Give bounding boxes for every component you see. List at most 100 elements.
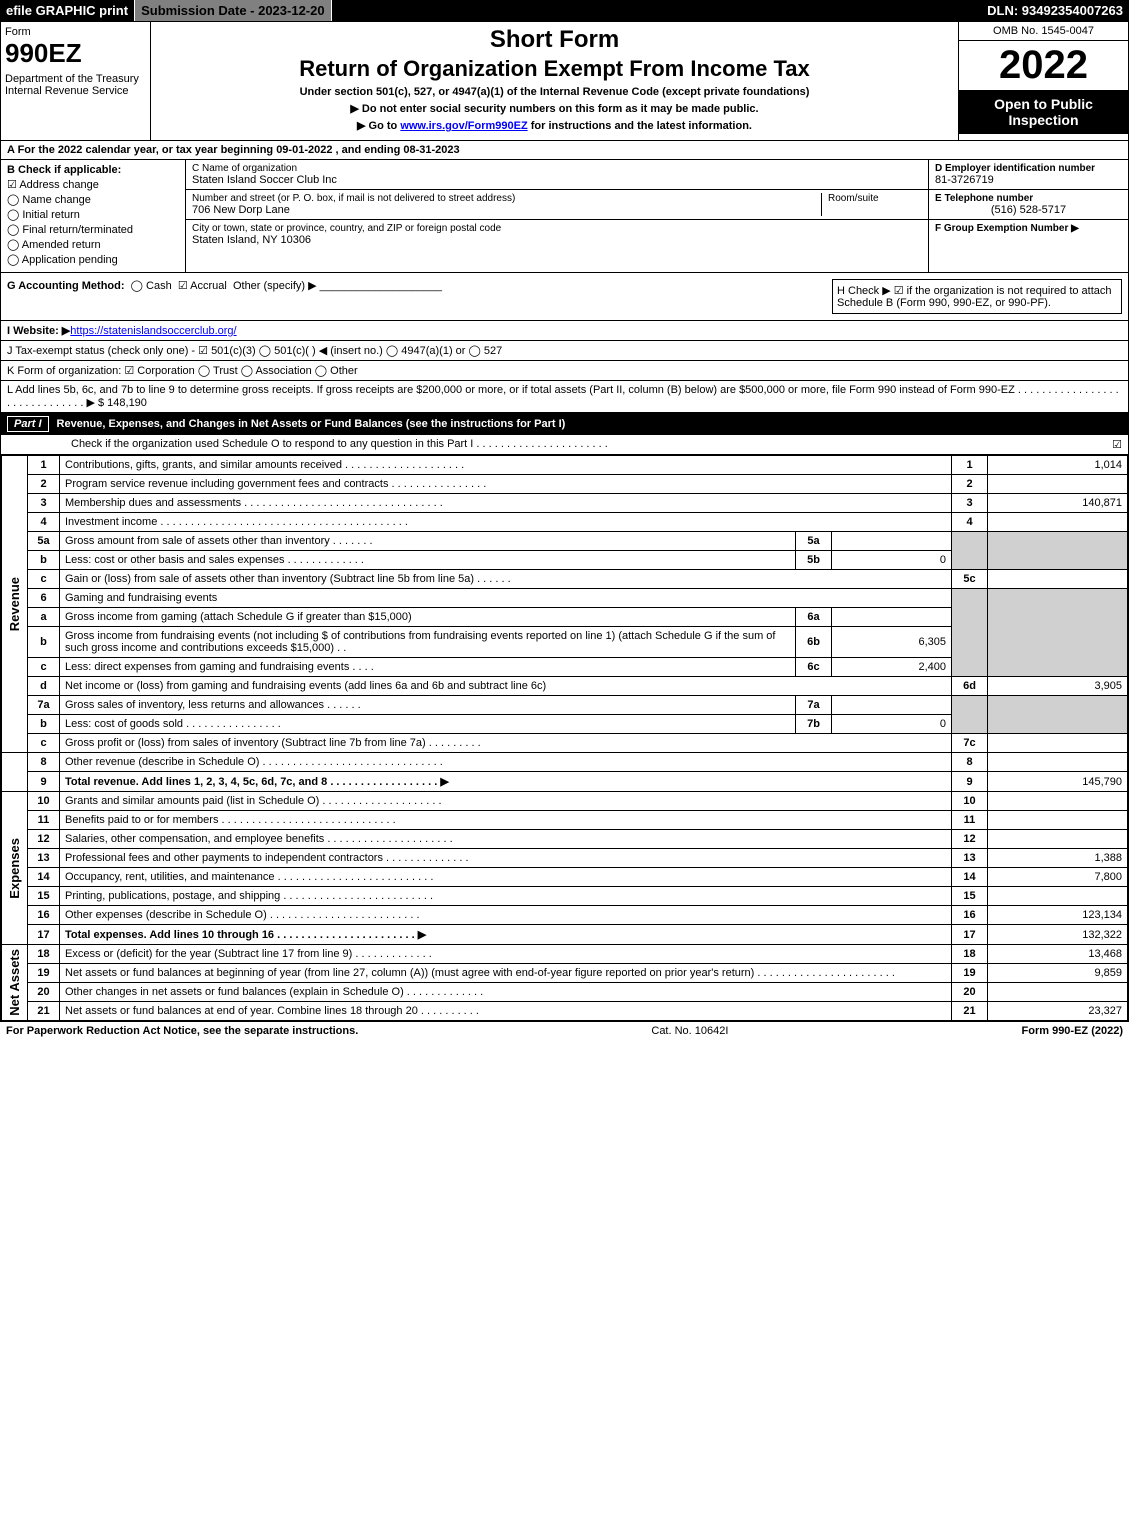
net-assets-side-label: Net Assets <box>2 945 28 1021</box>
line-5c-value <box>988 570 1128 589</box>
top-bar: efile GRAPHIC print Submission Date - 20… <box>0 0 1129 21</box>
catalog-number: Cat. No. 10642I <box>651 1025 728 1037</box>
line-12-value <box>988 830 1128 849</box>
short-form-title: Short Form <box>159 26 950 54</box>
line-7b-desc: Less: cost of goods sold . . . . . . . .… <box>60 715 796 734</box>
line-6d-value: 3,905 <box>988 677 1128 696</box>
line-9-value: 145,790 <box>988 772 1128 792</box>
org-name-cell: C Name of organization Staten Island Soc… <box>186 160 928 190</box>
line-10-desc: Grants and similar amounts paid (list in… <box>60 792 952 811</box>
line-7c-value <box>988 734 1128 753</box>
line-8-value <box>988 753 1128 772</box>
street-cell: Number and street (or P. O. box, if mail… <box>186 190 928 220</box>
accounting-method: G Accounting Method: ◯ Cash ☑ Accrual Ot… <box>7 279 832 314</box>
line-17-value: 132,322 <box>988 925 1128 945</box>
line-12-desc: Salaries, other compensation, and employ… <box>60 830 952 849</box>
line-11-desc: Benefits paid to or for members . . . . … <box>60 811 952 830</box>
line-5a-value <box>832 532 952 551</box>
gross-receipts-value: 148,190 <box>107 397 147 409</box>
line-14-desc: Occupancy, rent, utilities, and maintena… <box>60 868 952 887</box>
line-4-desc: Investment income . . . . . . . . . . . … <box>60 513 952 532</box>
form-version: Form 990-EZ (2022) <box>1022 1025 1123 1037</box>
line-7b-value: 0 <box>832 715 952 734</box>
chk-amended-return[interactable]: ◯ Amended return <box>7 238 179 251</box>
form-container: Form 990EZ Department of the Treasury In… <box>0 21 1129 1022</box>
telephone-cell: E Telephone number (516) 528-5717 <box>929 190 1128 220</box>
form-subtitle: Under section 501(c), 527, or 4947(a)(1)… <box>159 86 950 98</box>
form-header: Form 990EZ Department of the Treasury In… <box>1 22 1128 141</box>
submission-date-button[interactable]: Submission Date - 2023-12-20 <box>135 0 332 21</box>
line-2-desc: Program service revenue including govern… <box>60 475 952 494</box>
telephone-value: (516) 528-5717 <box>935 204 1122 216</box>
part-1-header: Part I Revenue, Expenses, and Changes in… <box>1 413 1128 435</box>
line-4-value <box>988 513 1128 532</box>
city-cell: City or town, state or province, country… <box>186 220 928 249</box>
line-18-value: 13,468 <box>988 945 1128 964</box>
form-word: Form <box>5 26 146 38</box>
line-6c-desc: Less: direct expenses from gaming and fu… <box>60 658 796 677</box>
header-right: OMB No. 1545-0047 2022 Open to Public In… <box>958 22 1128 140</box>
line-17-desc: Total expenses. Add lines 10 through 16 … <box>60 925 952 945</box>
line-6b-value: 6,305 <box>832 627 952 658</box>
dln-label: DLN: 93492354007263 <box>981 0 1129 21</box>
omb-number: OMB No. 1545-0047 <box>959 22 1128 41</box>
line-7a-value <box>832 696 952 715</box>
org-name: Staten Island Soccer Club Inc <box>192 174 922 186</box>
row-i-website: I Website: ▶https://statenislandsoccercl… <box>1 321 1128 341</box>
line-14-value: 7,800 <box>988 868 1128 887</box>
line-5b-value: 0 <box>832 551 952 570</box>
schedule-o-check[interactable]: ☑ <box>1112 438 1122 451</box>
website-link[interactable]: https://statenislandsoccerclub.org/ <box>70 325 236 337</box>
line-3-value: 140,871 <box>988 494 1128 513</box>
line-13-value: 1,388 <box>988 849 1128 868</box>
line-20-desc: Other changes in net assets or fund bala… <box>60 983 952 1002</box>
group-exemption-cell: F Group Exemption Number ▶ <box>929 220 1128 237</box>
department-label: Department of the Treasury Internal Reve… <box>5 73 146 97</box>
line-21-value: 23,327 <box>988 1002 1128 1021</box>
form-number: 990EZ <box>5 38 146 69</box>
line-1-value: 1,014 <box>988 456 1128 475</box>
line-5b-desc: Less: cost or other basis and sales expe… <box>60 551 796 570</box>
chk-final-return[interactable]: ◯ Final return/terminated <box>7 223 179 236</box>
row-k-org-form: K Form of organization: ☑ Corporation ◯ … <box>1 361 1128 381</box>
header-left: Form 990EZ Department of the Treasury In… <box>1 22 151 140</box>
line-3-desc: Membership dues and assessments . . . . … <box>60 494 952 513</box>
paperwork-notice: For Paperwork Reduction Act Notice, see … <box>6 1025 358 1037</box>
row-j-tax-exempt: J Tax-exempt status (check only one) - ☑… <box>1 341 1128 361</box>
line-19-value: 9,859 <box>988 964 1128 983</box>
col-b-header: B Check if applicable: <box>7 164 179 176</box>
line-16-desc: Other expenses (describe in Schedule O) … <box>60 906 952 925</box>
schedule-b-check: H Check ▶ ☑ if the organization is not r… <box>832 279 1122 314</box>
line-6d-desc: Net income or (loss) from gaming and fun… <box>60 677 952 696</box>
line-6-desc: Gaming and fundraising events <box>60 589 952 608</box>
chk-initial-return[interactable]: ◯ Initial return <box>7 208 179 221</box>
chk-name-change[interactable]: ◯ Name change <box>7 193 179 206</box>
line-13-desc: Professional fees and other payments to … <box>60 849 952 868</box>
line-7c-desc: Gross profit or (loss) from sales of inv… <box>60 734 952 753</box>
tax-year: 2022 <box>959 41 1128 90</box>
line-6a-value <box>832 608 952 627</box>
row-g-h: G Accounting Method: ◯ Cash ☑ Accrual Ot… <box>1 273 1128 321</box>
chk-application-pending[interactable]: ◯ Application pending <box>7 253 179 266</box>
line-16-value: 123,134 <box>988 906 1128 925</box>
col-d-e-f: D Employer identification number 81-3726… <box>928 160 1128 272</box>
line-19-desc: Net assets or fund balances at beginning… <box>60 964 952 983</box>
col-b-checkboxes: B Check if applicable: ☑ Address change … <box>1 160 186 272</box>
row-l-gross-receipts: L Add lines 5b, 6c, and 7b to line 9 to … <box>1 381 1128 413</box>
chk-address-change[interactable]: ☑ Address change <box>7 178 179 191</box>
line-6c-value: 2,400 <box>832 658 952 677</box>
ssn-warning: ▶ Do not enter social security numbers o… <box>159 102 950 115</box>
line-7a-desc: Gross sales of inventory, less returns a… <box>60 696 796 715</box>
irs-link[interactable]: www.irs.gov/Form990EZ <box>400 120 527 132</box>
line-21-desc: Net assets or fund balances at end of ye… <box>60 1002 952 1021</box>
street-address: 706 New Dorp Lane <box>192 204 815 216</box>
form-title: Return of Organization Exempt From Incom… <box>159 56 950 82</box>
ein-value: 81-3726719 <box>935 174 1122 186</box>
city-state-zip: Staten Island, NY 10306 <box>192 234 922 246</box>
col-c-org-info: C Name of organization Staten Island Soc… <box>186 160 928 272</box>
line-15-value <box>988 887 1128 906</box>
header-center: Short Form Return of Organization Exempt… <box>151 22 958 140</box>
part-1-subheader: Check if the organization used Schedule … <box>1 435 1128 455</box>
line-18-desc: Excess or (deficit) for the year (Subtra… <box>60 945 952 964</box>
row-a-tax-year: A For the 2022 calendar year, or tax yea… <box>1 141 1128 160</box>
